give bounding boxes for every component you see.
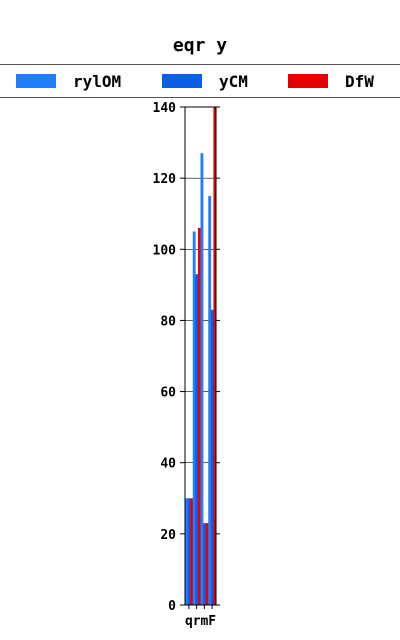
bar-yCM-q (188, 498, 191, 605)
y-tick-label: 120 (153, 172, 177, 187)
y-tick-label: 100 (153, 243, 177, 258)
y-tick-label: 60 (160, 386, 176, 401)
x-tick-label: F (208, 614, 216, 629)
bar-rylOM-m (201, 153, 204, 605)
bar-yCM-r (195, 274, 198, 605)
bar-DfW-m (206, 523, 209, 605)
bar-rylOM-F (208, 196, 211, 605)
y-tick-label: 80 (160, 314, 176, 329)
bar-rylOM-r (193, 232, 196, 606)
bar-yCM-F (211, 310, 214, 605)
bar-yCM-m (203, 523, 206, 605)
y-tick-label: 20 (160, 528, 176, 543)
x-tick-label: q (185, 614, 193, 629)
bar-DfW-r (198, 228, 201, 605)
y-tick-label: 140 (153, 101, 177, 116)
y-tick-label: 0 (168, 599, 176, 614)
bar-DfW-q (190, 498, 193, 605)
y-tick-label: 40 (160, 457, 176, 472)
